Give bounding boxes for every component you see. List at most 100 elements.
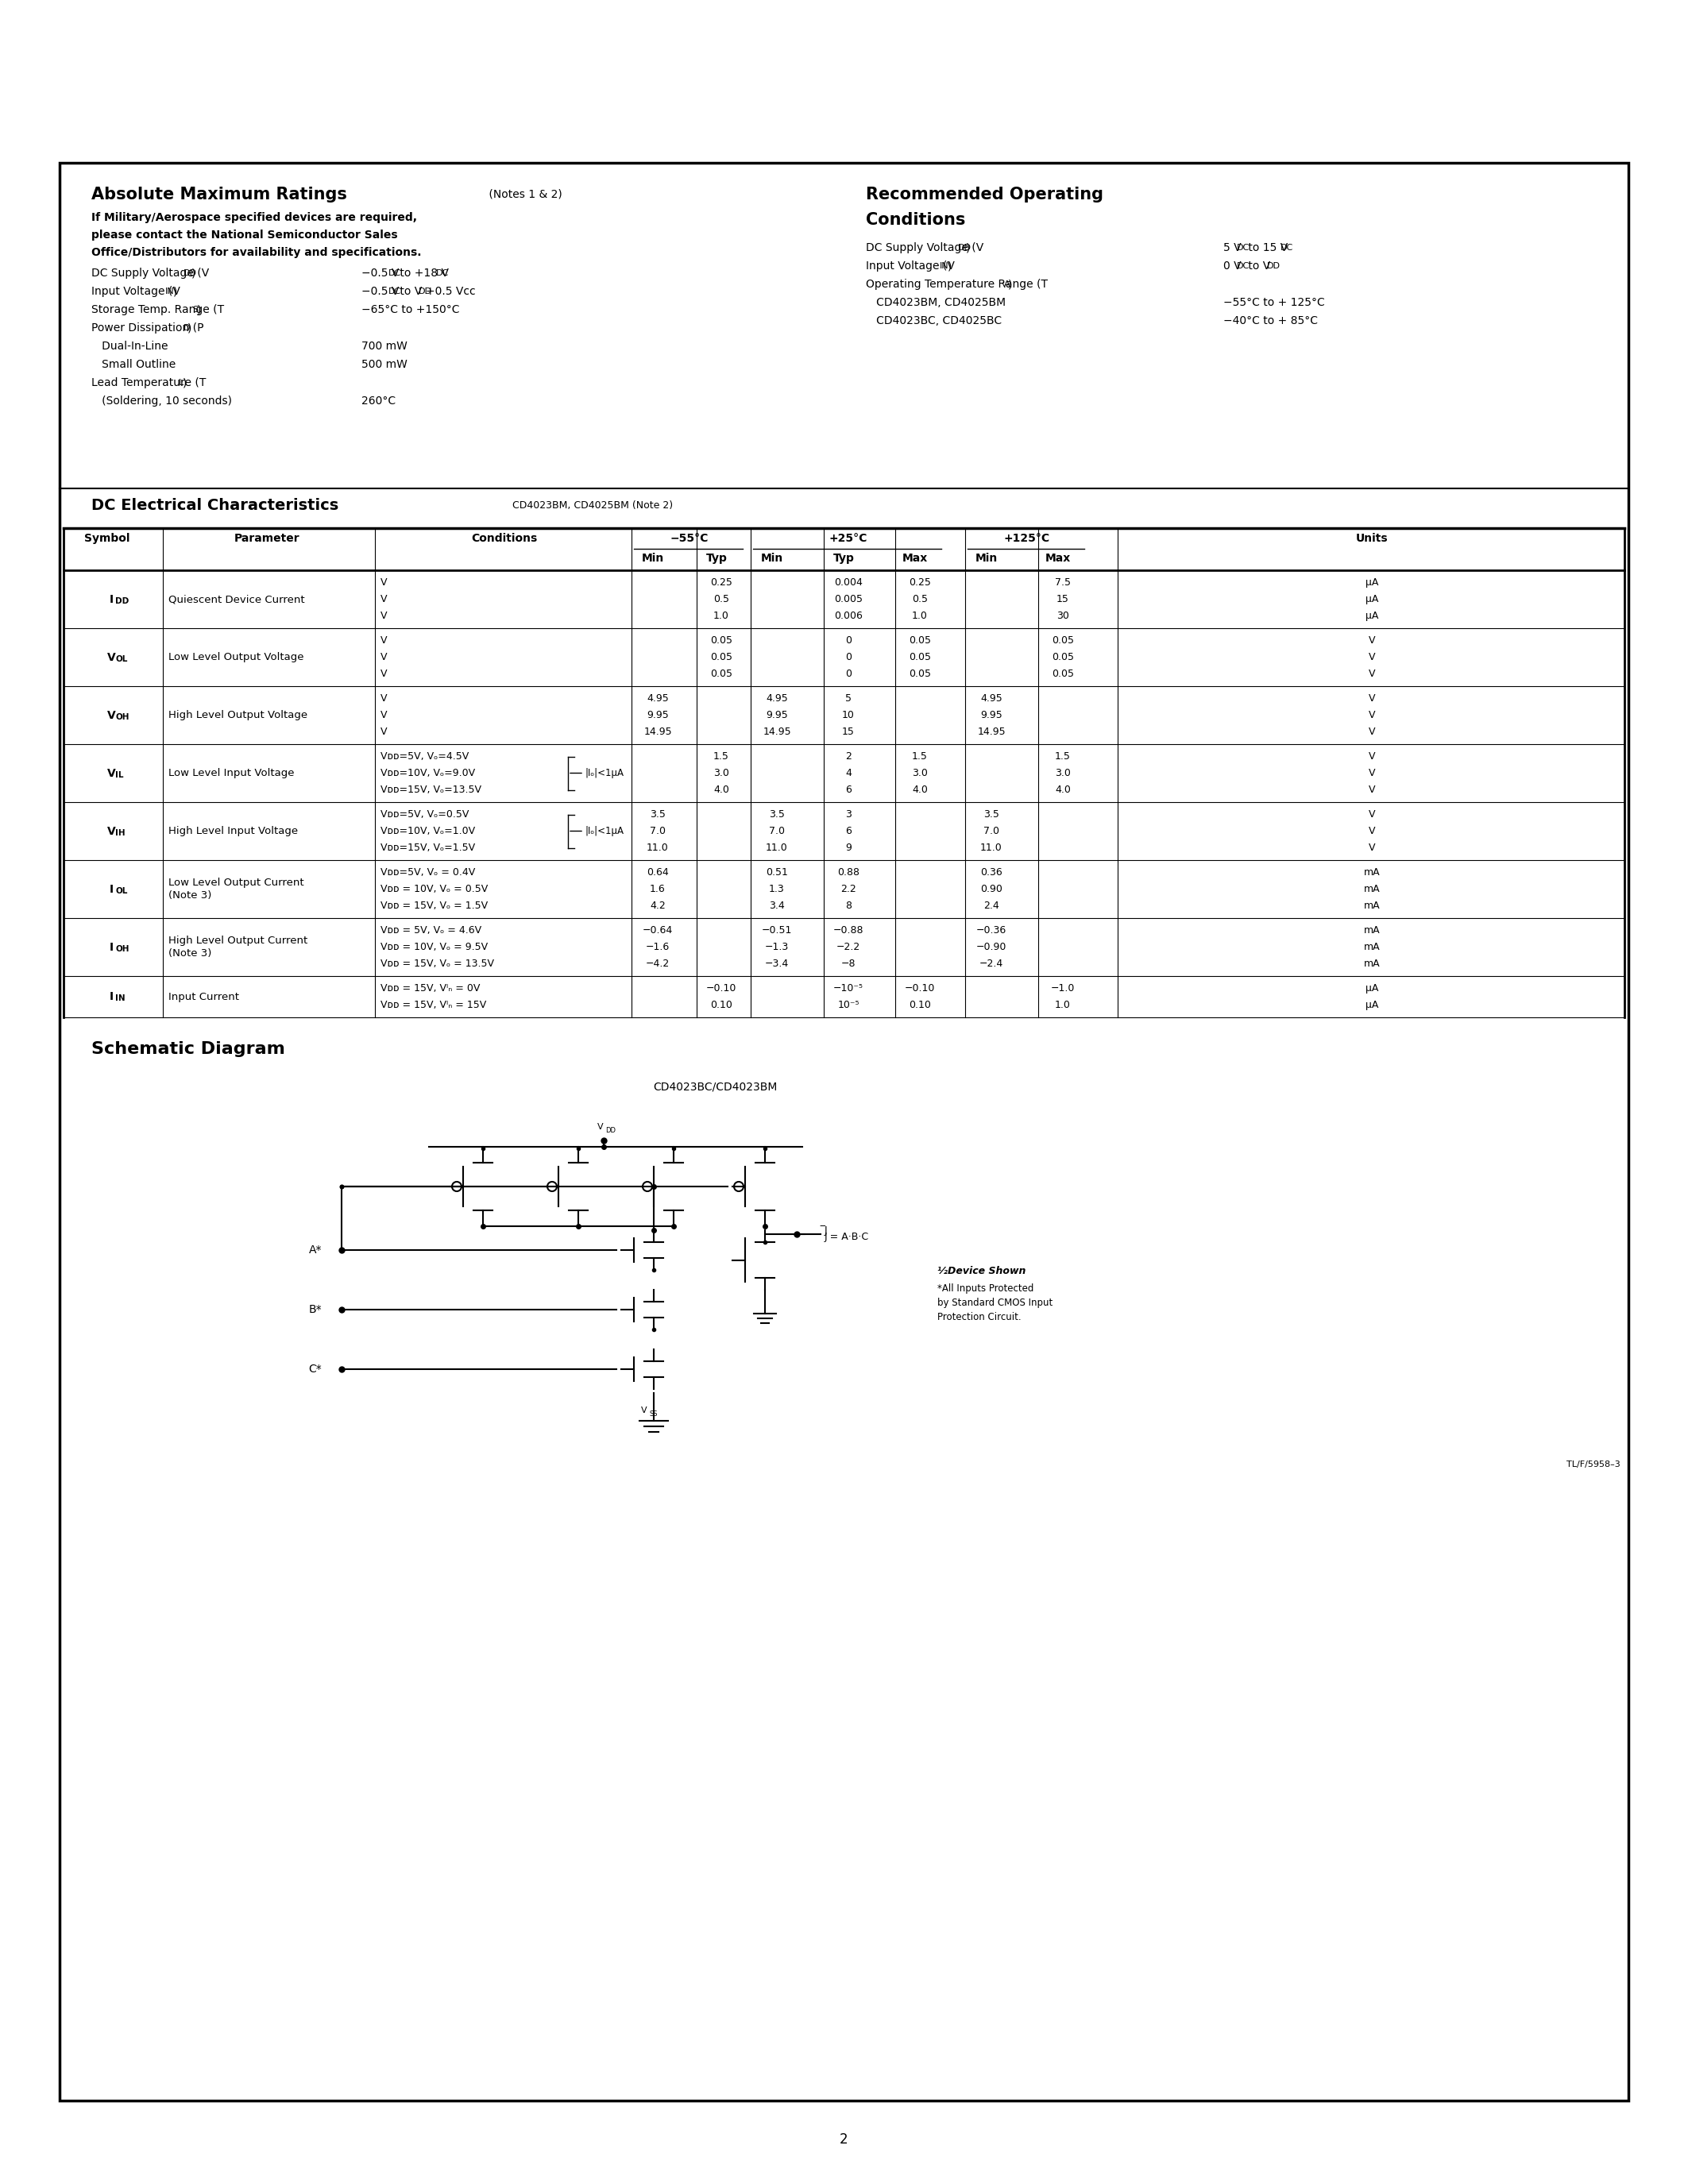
Text: Vᴅᴅ = 10V, Vₒ = 0.5V: Vᴅᴅ = 10V, Vₒ = 0.5V: [380, 885, 488, 893]
Text: Absolute Maximum Ratings: Absolute Maximum Ratings: [91, 186, 348, 203]
Text: 7.5: 7.5: [1055, 577, 1070, 587]
Text: 0.005: 0.005: [834, 594, 863, 605]
Text: 15: 15: [842, 727, 854, 736]
Text: −0.36: −0.36: [976, 926, 1006, 935]
Text: V: V: [1369, 784, 1376, 795]
Text: 3.0: 3.0: [714, 769, 729, 778]
Text: IL: IL: [115, 771, 123, 780]
Text: OH: OH: [115, 712, 130, 721]
Text: CD4023BC/CD4023BM: CD4023BC/CD4023BM: [653, 1081, 776, 1092]
Text: Vᴅᴅ = 15V, Vᴵₙ = 0V: Vᴅᴅ = 15V, Vᴵₙ = 0V: [380, 983, 479, 994]
Text: −0.88: −0.88: [834, 926, 864, 935]
Text: 0.10: 0.10: [711, 1000, 733, 1011]
Text: please contact the National Semiconductor Sales: please contact the National Semiconducto…: [91, 229, 398, 240]
Text: D: D: [184, 323, 191, 332]
Text: Input Current: Input Current: [169, 992, 240, 1002]
Text: 500 mW: 500 mW: [361, 358, 407, 369]
Text: If Military/Aerospace specified devices are required,: If Military/Aerospace specified devices …: [91, 212, 417, 223]
Text: 0 V: 0 V: [1224, 260, 1241, 271]
Text: Input Voltage (V: Input Voltage (V: [866, 260, 955, 271]
Text: 10: 10: [842, 710, 854, 721]
Text: V: V: [106, 710, 115, 721]
Text: V: V: [1369, 843, 1376, 854]
Text: V: V: [1369, 727, 1376, 736]
Text: V: V: [380, 710, 387, 721]
Text: (Note 3): (Note 3): [169, 948, 211, 959]
Text: −3.4: −3.4: [765, 959, 788, 970]
Text: −65°C to +150°C: −65°C to +150°C: [361, 304, 459, 314]
Text: (Note 3): (Note 3): [169, 891, 211, 900]
Text: V: V: [380, 612, 387, 620]
Text: Typ: Typ: [832, 553, 854, 563]
Text: V: V: [1369, 710, 1376, 721]
Text: DC: DC: [1280, 245, 1293, 251]
Text: 0.05: 0.05: [1052, 668, 1074, 679]
Text: ): ): [1008, 280, 1013, 290]
Text: Vᴅᴅ=5V, Vₒ = 0.4V: Vᴅᴅ=5V, Vₒ = 0.4V: [380, 867, 476, 878]
Text: |Iₒ|<1μA: |Iₒ|<1μA: [586, 769, 625, 778]
Text: Office/Distributors for availability and specifications.: Office/Distributors for availability and…: [91, 247, 422, 258]
Text: 0.004: 0.004: [834, 577, 863, 587]
Text: 9: 9: [846, 843, 851, 854]
Text: I: I: [110, 594, 113, 605]
Text: V: V: [380, 594, 387, 605]
Text: 0: 0: [846, 636, 851, 646]
Text: High Level Input Voltage: High Level Input Voltage: [169, 826, 299, 836]
Text: −1.0: −1.0: [1050, 983, 1075, 994]
Text: 0.51: 0.51: [766, 867, 788, 878]
Text: 2: 2: [846, 751, 851, 762]
Text: 0.64: 0.64: [647, 867, 668, 878]
Text: OH: OH: [115, 946, 130, 952]
Text: 0: 0: [846, 668, 851, 679]
Text: Vᴅᴅ=10V, Vₒ=1.0V: Vᴅᴅ=10V, Vₒ=1.0V: [380, 826, 474, 836]
Text: OL: OL: [115, 655, 128, 662]
Text: −40°C to + 85°C: −40°C to + 85°C: [1224, 314, 1318, 325]
Text: 4.95: 4.95: [981, 692, 1003, 703]
Text: V: V: [1369, 769, 1376, 778]
Text: 3: 3: [846, 810, 851, 819]
Text: (Notes 1 & 2): (Notes 1 & 2): [486, 188, 562, 199]
Text: 3.4: 3.4: [770, 900, 785, 911]
Text: mA: mA: [1364, 959, 1381, 970]
Text: |Iₒ|<1μA: |Iₒ|<1μA: [586, 826, 625, 836]
Text: Vᴅᴅ=15V, Vₒ=13.5V: Vᴅᴅ=15V, Vₒ=13.5V: [380, 784, 481, 795]
Text: 0.05: 0.05: [908, 636, 932, 646]
Text: 0: 0: [846, 653, 851, 662]
Text: TL/F/5958–3: TL/F/5958–3: [1566, 1461, 1620, 1468]
Text: +25°C: +25°C: [829, 533, 868, 544]
Text: 3.0: 3.0: [912, 769, 928, 778]
Text: ): ): [196, 304, 201, 314]
Text: 8: 8: [846, 900, 851, 911]
Text: Low Level Output Current: Low Level Output Current: [169, 878, 304, 889]
Text: A: A: [1004, 280, 1009, 288]
Text: Low Level Output Voltage: Low Level Output Voltage: [169, 653, 304, 662]
Text: +125°C: +125°C: [1004, 533, 1050, 544]
Text: I: I: [110, 885, 113, 895]
Text: 1.5: 1.5: [1055, 751, 1070, 762]
Text: ): ): [966, 242, 971, 253]
Text: Units: Units: [1355, 533, 1388, 544]
Text: 4.95: 4.95: [766, 692, 788, 703]
Text: Quiescent Device Current: Quiescent Device Current: [169, 594, 306, 605]
Text: mA: mA: [1364, 885, 1381, 893]
Text: CD4023BC, CD4025BC: CD4023BC, CD4025BC: [866, 314, 1001, 325]
Text: Min: Min: [641, 553, 663, 563]
Text: 1.5: 1.5: [714, 751, 729, 762]
Text: μA: μA: [1366, 1000, 1379, 1011]
Text: Operating Temperature Range (T: Operating Temperature Range (T: [866, 280, 1048, 290]
Text: −1.3: −1.3: [765, 941, 788, 952]
Text: −0.5 V: −0.5 V: [361, 286, 398, 297]
Text: V: V: [1369, 826, 1376, 836]
Text: IN: IN: [115, 994, 125, 1002]
Text: 7.0: 7.0: [650, 826, 665, 836]
Text: 5: 5: [846, 692, 851, 703]
Text: 30: 30: [1057, 612, 1069, 620]
Text: 4.95: 4.95: [647, 692, 668, 703]
Text: Vᴅᴅ = 15V, Vₒ = 1.5V: Vᴅᴅ = 15V, Vₒ = 1.5V: [380, 900, 488, 911]
Text: Lead Temperature (T: Lead Temperature (T: [91, 378, 206, 389]
Text: *All Inputs Protected: *All Inputs Protected: [937, 1284, 1033, 1293]
Text: 10⁻⁵: 10⁻⁵: [837, 1000, 859, 1011]
Text: Vᴅᴅ=10V, Vₒ=9.0V: Vᴅᴅ=10V, Vₒ=9.0V: [380, 769, 474, 778]
Text: DC Supply Voltage (V: DC Supply Voltage (V: [866, 242, 984, 253]
Text: μA: μA: [1366, 983, 1379, 994]
